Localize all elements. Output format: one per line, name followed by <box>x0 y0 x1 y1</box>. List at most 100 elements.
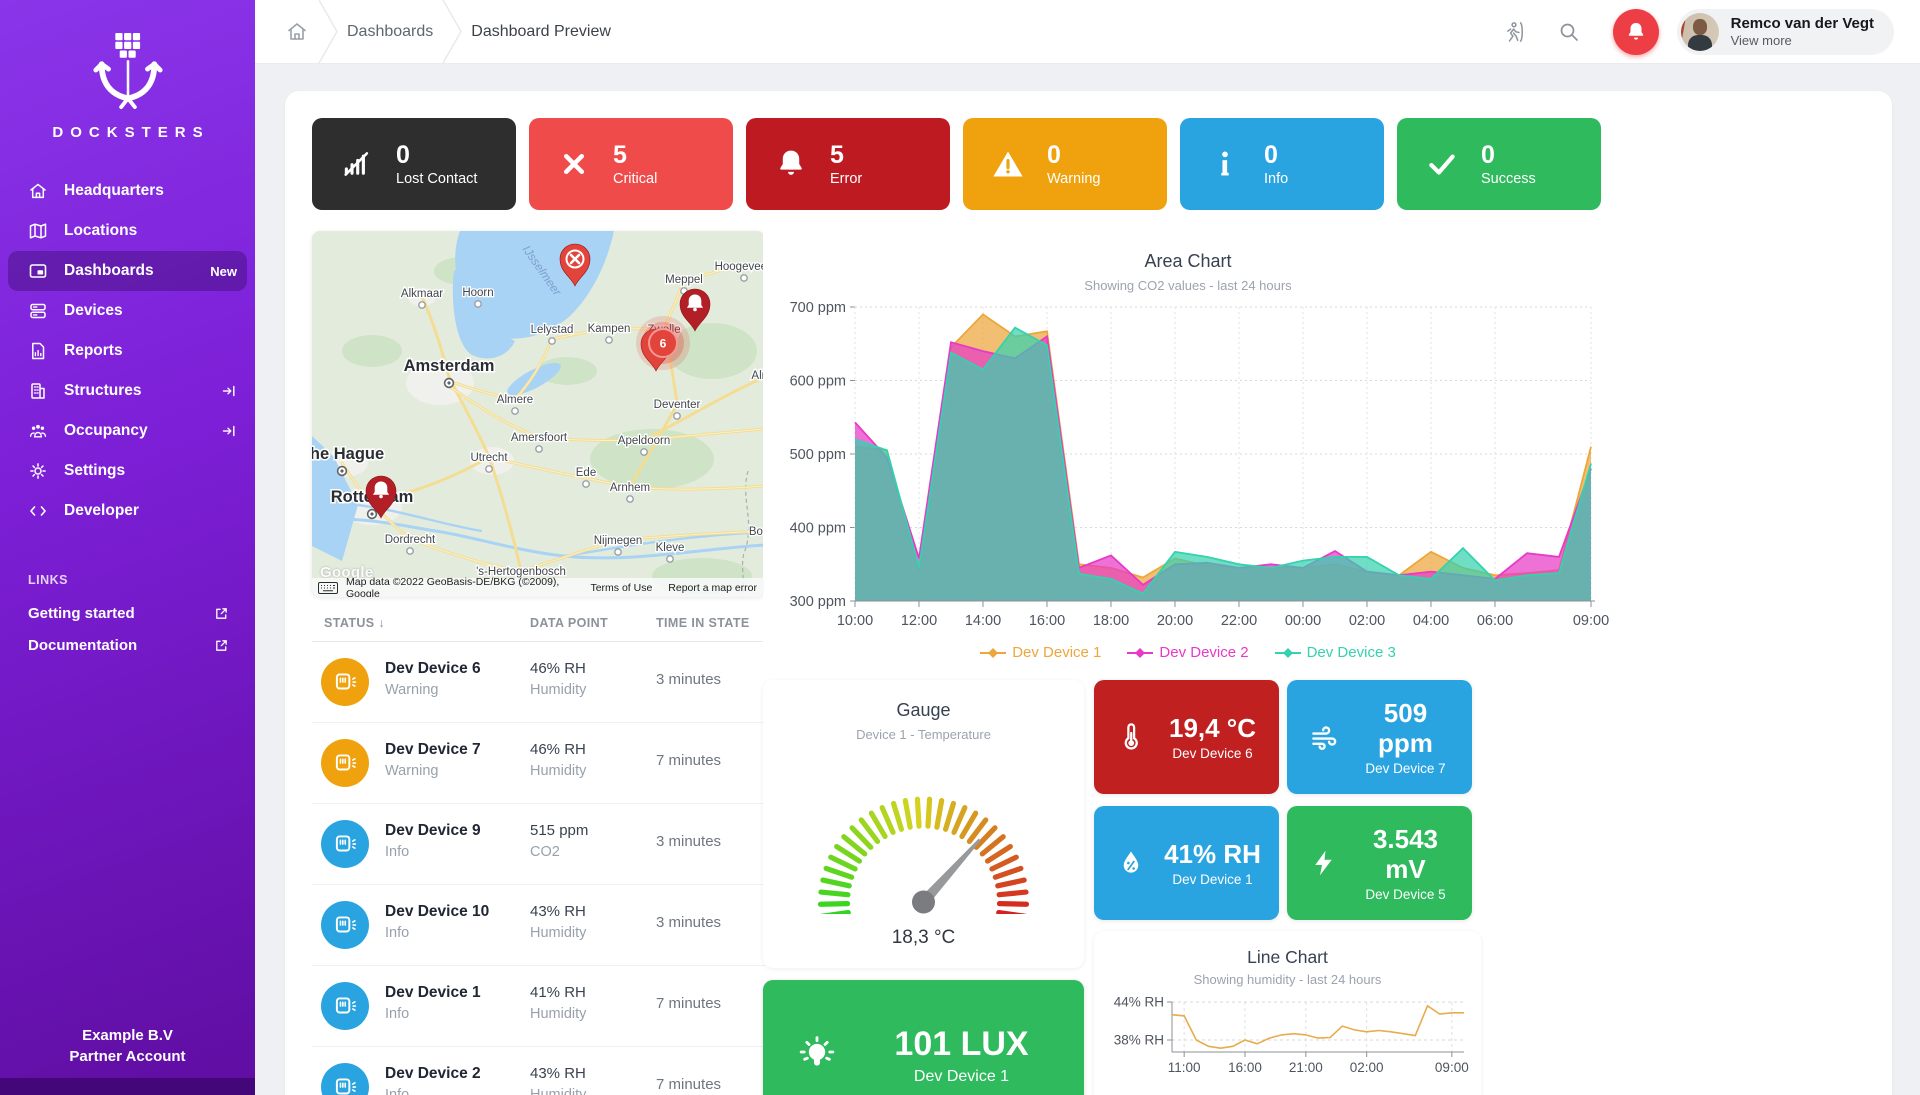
metric-device: Dev Device 6 <box>1172 746 1253 761</box>
status-card-warning[interactable]: 0 Warning <box>963 118 1167 210</box>
sidebar-item-label: Headquarters <box>64 182 164 199</box>
status-card-success[interactable]: 0 Success <box>1397 118 1601 210</box>
sidebar-item-devices[interactable]: Devices <box>0 291 255 331</box>
sidebar-link-documentation[interactable]: Documentation <box>0 629 255 661</box>
legend-label: Dev Device 3 <box>1306 644 1396 661</box>
map-canvas: IJsselmeerAlkmaarHoornMeppelHoogeveenLel… <box>312 231 765 597</box>
device-state: Warning <box>385 763 439 779</box>
table-row[interactable]: Dev Device 1 Info 41% RH Humidity 7 minutes <box>312 966 765 1047</box>
sidebar-link-label: Getting started <box>28 604 135 622</box>
city-label: Deventer <box>654 399 701 411</box>
column-status[interactable]: STATUS ↓ <box>324 616 386 630</box>
map-terms-link[interactable]: Terms of Use <box>590 581 653 594</box>
city-label: Almere <box>497 394 533 406</box>
status-label: Success <box>1481 171 1536 187</box>
table-row[interactable]: Dev Device 10 Info 43% RH Humidity 3 minutes <box>312 885 765 966</box>
map-report-error-link[interactable]: Report a map error <box>668 581 757 594</box>
status-card-critical[interactable]: 5 Critical <box>529 118 733 210</box>
breadcrumb-dashboards[interactable]: Dashboards <box>347 22 434 40</box>
data-point-metric: Humidity <box>530 1087 587 1095</box>
account-type: Partner Account <box>69 1048 186 1065</box>
city-label: Kleve <box>656 542 685 554</box>
sidebar-item-label: Locations <box>64 222 138 239</box>
svg-text:02:00: 02:00 <box>1349 613 1385 629</box>
column-data-point[interactable]: DATA POINT <box>530 616 609 630</box>
svg-text:14:00: 14:00 <box>965 613 1001 629</box>
metric-card-dev-device-1[interactable]: 41% RH Dev Device 1 <box>1094 806 1279 920</box>
table-row[interactable]: Dev Device 6 Warning 46% RH Humidity 3 minut… <box>312 642 765 723</box>
svg-text:500 ppm: 500 ppm <box>790 447 846 463</box>
metric-text: 509 ppm Dev Device 7 <box>1353 698 1472 776</box>
legend-item-dev-device-2[interactable]: Dev Device 2 <box>1127 644 1249 661</box>
bell-icon <box>774 147 808 181</box>
metric-device: Dev Device 5 <box>1365 887 1446 902</box>
sidebar-item-reports[interactable]: Reports <box>0 331 255 371</box>
sidebar-item-developer[interactable]: Developer <box>0 491 255 531</box>
sidebar-nav: Headquarters Locations Dashboards New Device… <box>0 171 255 531</box>
status-count: 5 <box>830 141 844 169</box>
topbar: Dashboards Dashboard Preview <box>255 0 1920 64</box>
user-view-more[interactable]: View more <box>1730 33 1792 48</box>
external-link-icon <box>214 638 229 653</box>
map-marker-cluster[interactable]: 6 <box>636 316 690 370</box>
legend-item-dev-device-1[interactable]: Dev Device 1 <box>980 644 1101 661</box>
column-time-in-state[interactable]: TIME IN STATE <box>656 616 750 630</box>
check-icon <box>1425 147 1459 181</box>
code-icon <box>28 501 48 521</box>
sidebar-item-structures[interactable]: Structures <box>0 371 255 411</box>
notifications-button[interactable] <box>1612 8 1659 55</box>
structure-icon <box>28 381 48 401</box>
metric-device: Dev Device 7 <box>1365 761 1446 776</box>
map-marker-bell[interactable] <box>365 475 397 519</box>
status-count: 5 <box>613 141 627 169</box>
legend-marker <box>980 647 1007 658</box>
table-header: STATUS ↓ DATA POINT TIME IN STATE <box>312 606 765 642</box>
line-chart-card: Line Chart Showing humidity - last 24 ho… <box>1094 931 1481 1095</box>
metric-device: Dev Device 1 <box>1172 872 1253 887</box>
city-label: Apeldoorn <box>618 435 670 447</box>
city-label: Hoogeveen <box>715 261 765 273</box>
status-card-info[interactable]: 0 Info <box>1180 118 1384 210</box>
metric-card-dev-device-6[interactable]: 19,4 °C Dev Device 6 <box>1094 680 1279 794</box>
sidebar-item-settings[interactable]: Settings <box>0 451 255 491</box>
sidebar-item-occupancy[interactable]: Occupancy <box>0 411 255 451</box>
search-icon[interactable] <box>1557 20 1581 44</box>
legend-item-dev-device-3[interactable]: Dev Device 3 <box>1274 644 1396 661</box>
city-label: Kampen <box>588 323 631 335</box>
docksters-logo-icon <box>92 33 163 110</box>
breadcrumb-home-icon[interactable] <box>285 20 309 44</box>
links-section-title: LINKS <box>28 573 68 587</box>
metric-card-dev-device-7[interactable]: 509 ppm Dev Device 7 <box>1287 680 1472 794</box>
status-label: Warning <box>1047 171 1101 187</box>
sidebar-item-dashboards[interactable]: Dashboards New <box>8 251 247 291</box>
sidebar-bottom-strip <box>0 1078 255 1095</box>
data-point-metric: Humidity <box>530 1006 587 1022</box>
user-menu[interactable]: Remco van der Vegt View more <box>1676 8 1894 55</box>
table-row[interactable]: Dev Device 9 Info 515 ppm CO2 3 minutes <box>312 804 765 885</box>
keyboard-shortcuts-icon[interactable] <box>318 581 338 594</box>
legend-label: Dev Device 2 <box>1159 644 1249 661</box>
device-icon <box>321 658 369 706</box>
metric-card-dev-device-5[interactable]: 3.543 mV Dev Device 5 <box>1287 806 1472 920</box>
sidebar-item-locations[interactable]: Locations <box>0 211 255 251</box>
legend-marker <box>1274 647 1301 658</box>
collapse-icon[interactable] <box>221 383 237 399</box>
svg-text:700 ppm: 700 ppm <box>790 300 846 316</box>
map-marker-bell[interactable] <box>679 288 711 332</box>
status-card-error[interactable]: 5 Error <box>746 118 950 210</box>
table-row[interactable]: Dev Device 2 Info 43% RH Humidity 7 minutes <box>312 1047 765 1095</box>
map-marker-x[interactable] <box>559 243 591 287</box>
sidebar-link-getting-started[interactable]: Getting started <box>0 597 255 629</box>
warning-icon <box>991 147 1025 181</box>
sidebar-item-headquarters[interactable]: Headquarters <box>0 171 255 211</box>
status-card-lost-contact[interactable]: 0 Lost Contact <box>312 118 516 210</box>
data-point-value: 41% RH <box>530 984 586 1001</box>
svg-text:00:00: 00:00 <box>1285 613 1321 629</box>
data-point-metric: Humidity <box>530 925 587 941</box>
device-map[interactable]: IJsselmeerAlkmaarHoornMeppelHoogeveenLel… <box>312 231 765 597</box>
metric-text: 41% RH Dev Device 1 <box>1160 839 1279 887</box>
collapse-icon[interactable] <box>221 423 237 439</box>
table-row[interactable]: Dev Device 7 Warning 46% RH Humidity 7 minut… <box>312 723 765 804</box>
dashboard-icon <box>28 261 48 281</box>
logout-icon[interactable] <box>1501 20 1525 44</box>
